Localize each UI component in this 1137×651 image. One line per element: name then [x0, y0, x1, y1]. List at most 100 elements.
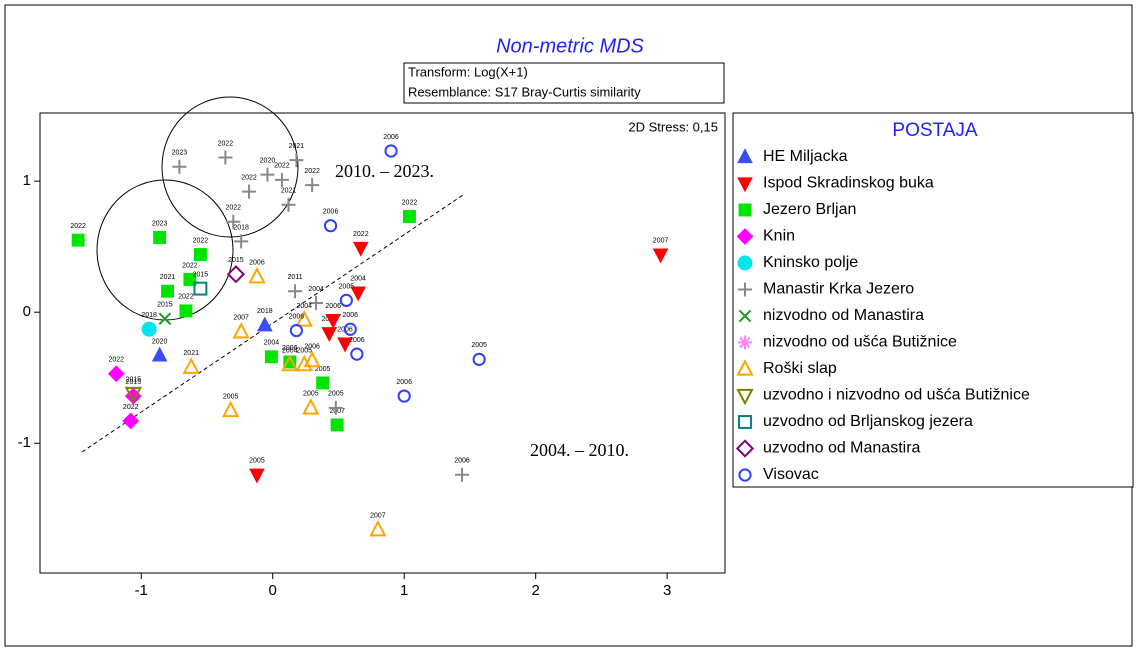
point-label: 2015: [126, 376, 142, 383]
point-label: 2004: [264, 340, 280, 347]
legend-marker: [736, 359, 754, 376]
legend-marker: [737, 177, 753, 193]
marker: [248, 266, 266, 284]
point-label: 2022: [123, 404, 139, 411]
marker: [226, 214, 241, 229]
point-label: 2006: [289, 313, 305, 320]
legend-marker: [738, 335, 752, 350]
point-label: 2022: [304, 168, 320, 175]
marker: [323, 219, 338, 233]
point-label: 2007: [370, 513, 386, 520]
point-label: 2022: [353, 231, 369, 238]
legend-label: HE Miljacka: [763, 148, 848, 165]
marker: [397, 389, 411, 403]
marker: [232, 322, 250, 339]
marker: [161, 284, 174, 298]
marker: [316, 376, 330, 390]
point-label: 2021: [281, 188, 297, 195]
plot-area: [39, 112, 726, 574]
point-label: 2005: [223, 393, 239, 400]
marker: [289, 153, 304, 168]
point-label: 2005: [471, 342, 487, 349]
point-label: 2023: [172, 150, 188, 157]
marker: [153, 231, 167, 244]
point-label: 2020: [260, 157, 276, 164]
point-label: 2022: [274, 163, 290, 170]
x-tick-label: -1: [135, 582, 148, 599]
marker: [302, 398, 320, 415]
annotation: 2010. – 2023.: [335, 161, 434, 181]
point-label: 2022: [108, 357, 124, 364]
marker: [369, 519, 387, 537]
marker: [281, 197, 296, 212]
marker: [455, 467, 470, 482]
marker: [260, 167, 275, 182]
point-label: 2004: [308, 286, 324, 293]
marker: [295, 310, 313, 327]
legend-label: Jezero Brljan: [763, 201, 856, 218]
marker: [141, 321, 157, 337]
marker: [337, 337, 353, 353]
marker: [325, 313, 342, 329]
point-label: 2022: [218, 140, 234, 147]
marker: [124, 386, 143, 404]
marker: [274, 172, 289, 187]
group-circle: [161, 96, 299, 238]
point-label: 2022: [182, 262, 198, 269]
point-label: 2018: [233, 224, 249, 231]
y-tick-label: 1: [23, 172, 31, 189]
legend-marker: [738, 309, 752, 323]
info-box: [403, 62, 725, 104]
point-label: 2022: [225, 205, 241, 212]
marker: [343, 322, 357, 336]
marker: [281, 354, 299, 372]
marker: [309, 296, 324, 311]
point-label: 2021: [183, 350, 199, 357]
point-label: 2007: [329, 408, 345, 415]
point-label: 2023: [152, 220, 168, 227]
marker: [330, 418, 344, 432]
point-label: 2022: [193, 237, 209, 244]
x-tick-label: 1: [400, 582, 408, 599]
point-label: 2004: [296, 303, 312, 310]
point-label: 2006: [383, 134, 399, 141]
legend-label: Visovac: [763, 466, 819, 483]
chart-title: Non-metric MDS: [496, 35, 644, 57]
point-label: 2005: [339, 283, 355, 290]
marker: [256, 316, 273, 332]
point-label: 2006: [323, 209, 339, 216]
marker: [249, 468, 265, 484]
marker: [158, 312, 172, 326]
legend-marker: [738, 203, 752, 217]
legend-label: Manastir Krka Jezero: [763, 281, 914, 298]
legend-marker: [736, 388, 754, 406]
point-label: 2006: [282, 345, 298, 352]
subtitle: Resemblance: S17 Bray-Curtis similarity: [408, 84, 641, 99]
point-label: 2006: [325, 303, 341, 310]
legend-label: uzvodno od Brljanskog jezera: [763, 413, 973, 430]
marker: [226, 265, 246, 284]
y-tick-label: -1: [18, 434, 31, 451]
marker: [218, 150, 233, 165]
point-label: 2015: [126, 379, 142, 386]
stress: 2D Stress: 0,15: [628, 119, 718, 134]
point-label: 2006: [249, 260, 265, 267]
marker: [193, 248, 207, 261]
x-tick-label: 0: [269, 582, 277, 599]
marker: [384, 144, 398, 158]
point-label: 2006: [454, 458, 470, 465]
marker: [182, 357, 200, 374]
marker: [652, 248, 669, 264]
y-tick-label: 0: [23, 303, 31, 320]
legend-label: nizvodno od Manastira: [763, 307, 924, 324]
point-label: 2015: [193, 271, 209, 278]
legend-title: POSTAJA: [892, 120, 977, 141]
point-label: 2018: [141, 312, 157, 319]
marker: [234, 234, 249, 249]
point-label: 2005: [315, 366, 331, 373]
marker: [179, 304, 193, 318]
legend-label: Ispod Skradinskog buka: [763, 175, 934, 192]
marker: [339, 293, 353, 308]
point-label: 2021: [289, 143, 305, 150]
